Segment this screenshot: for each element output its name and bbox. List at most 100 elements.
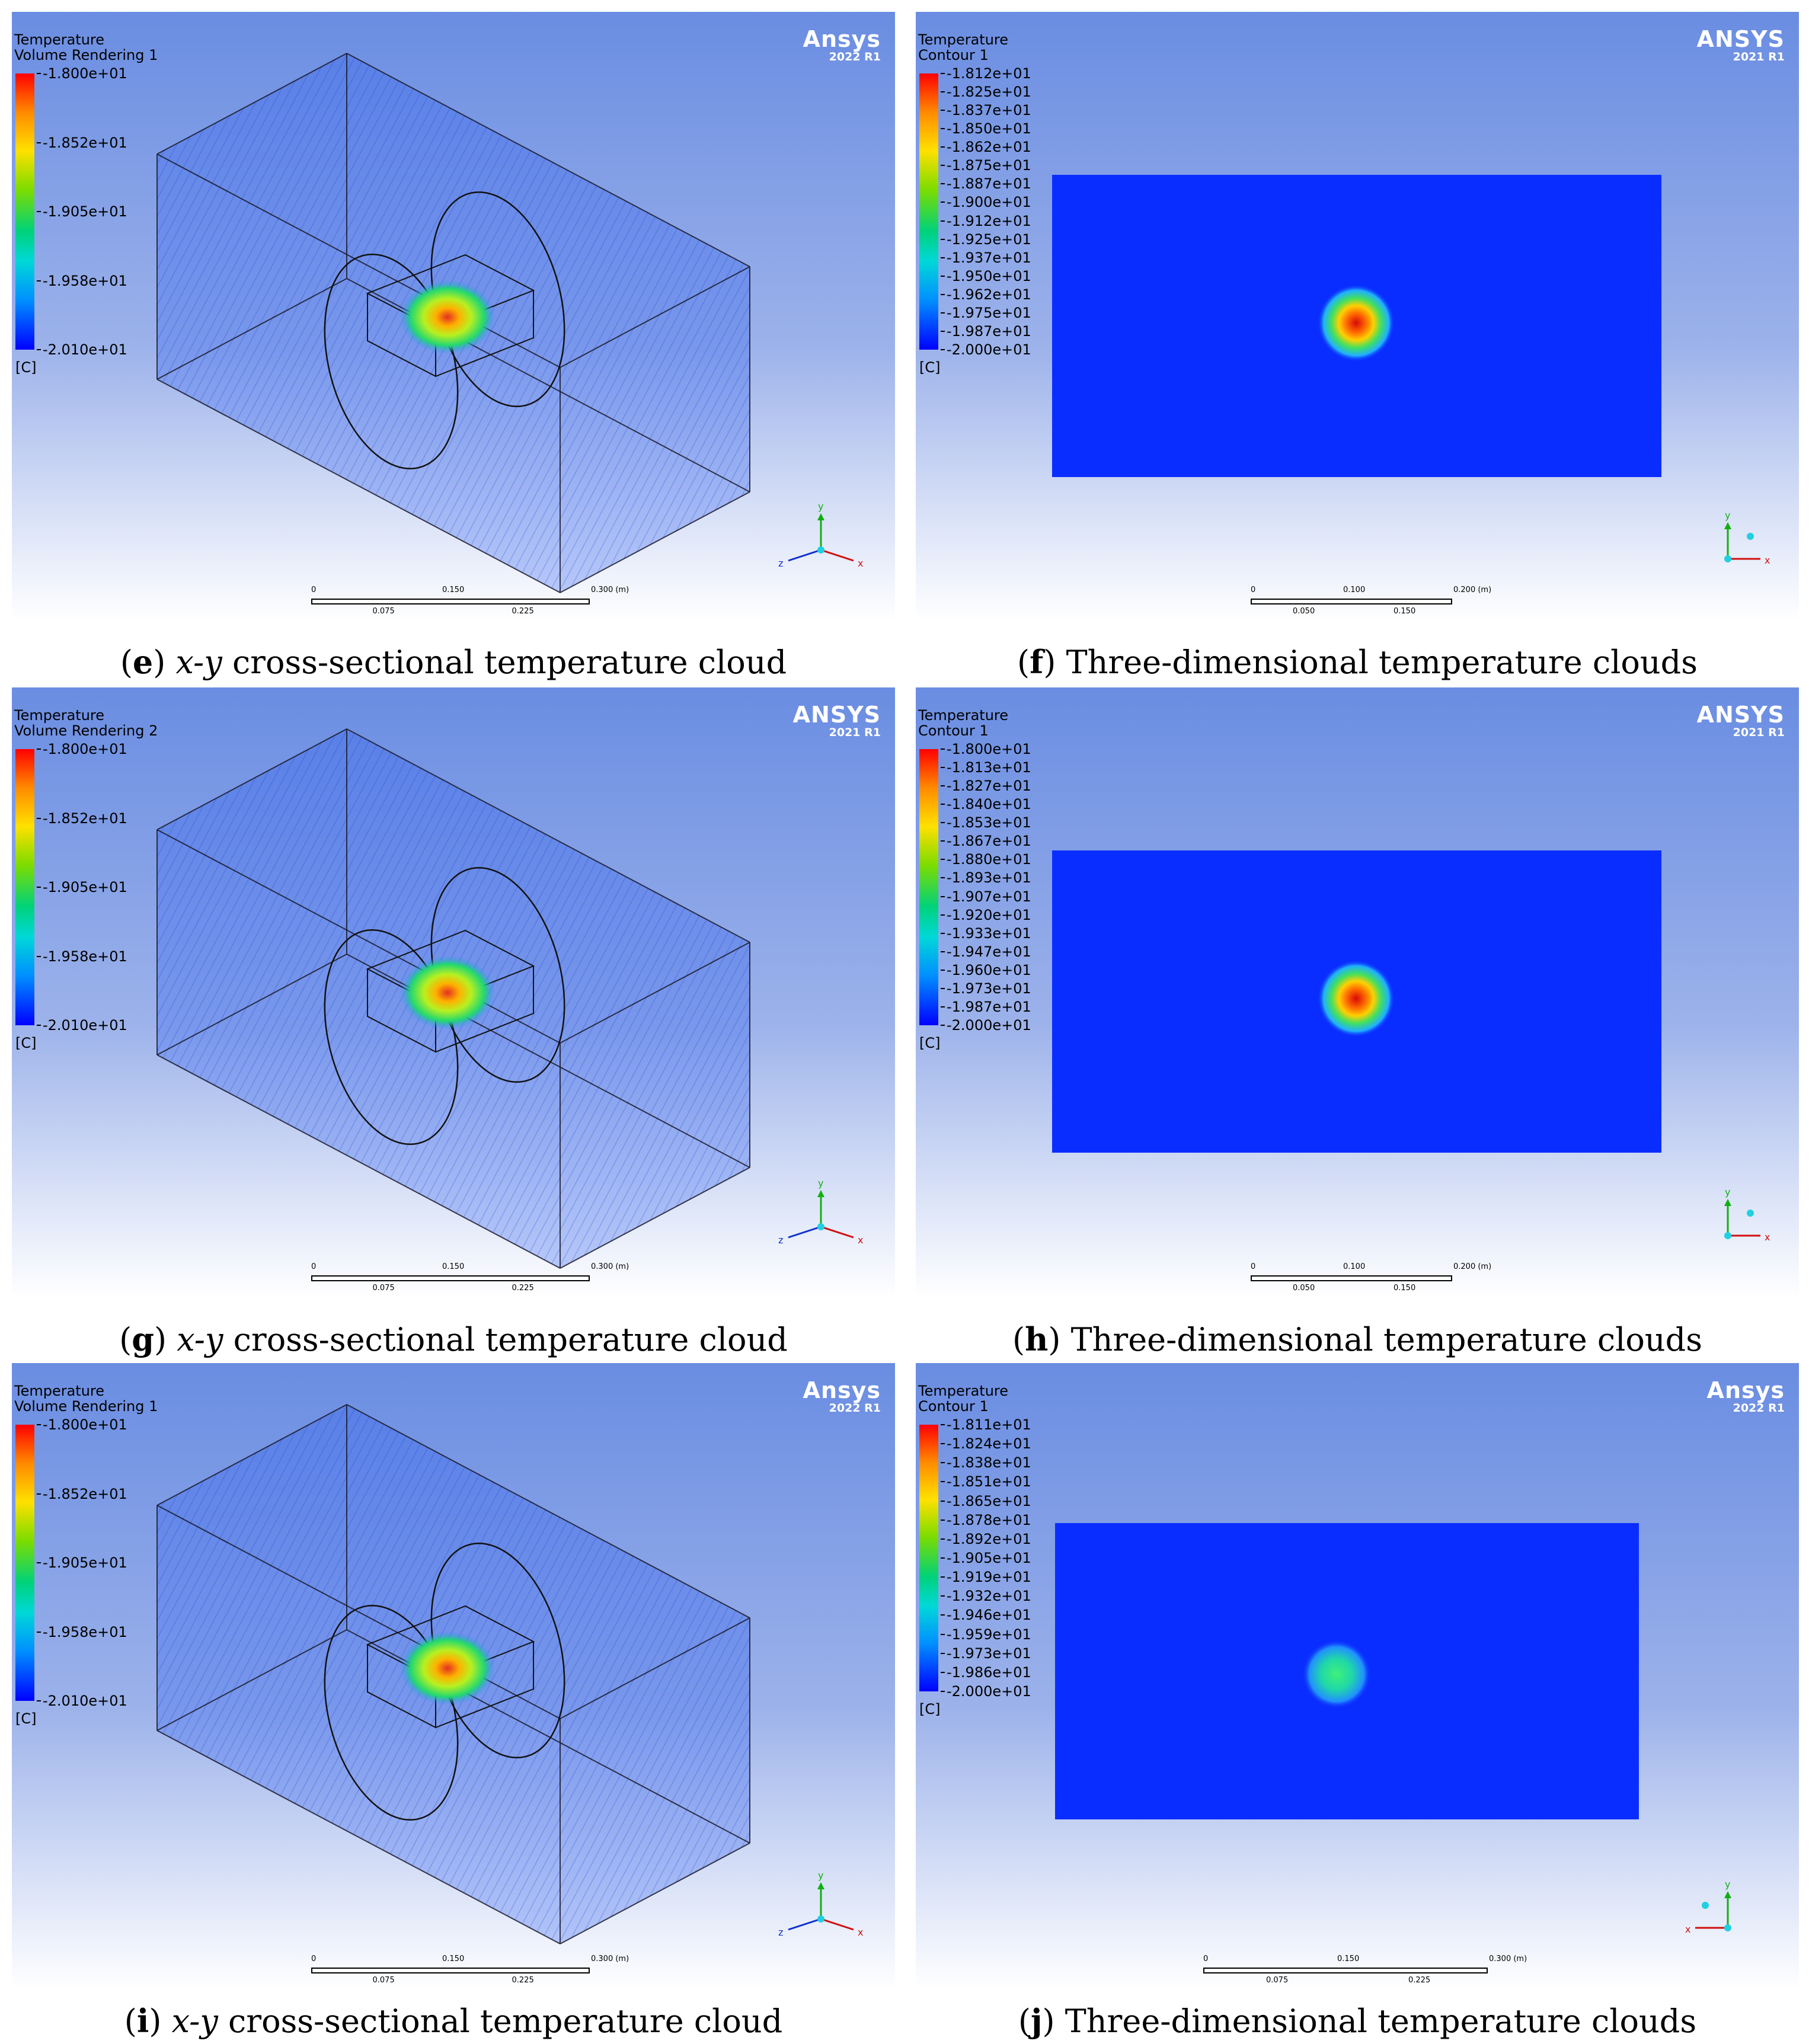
axis-triad-icon: y x z <box>778 1178 863 1246</box>
legend-title: Temperature <box>14 707 105 724</box>
legend-tick: -1.852e+01 <box>37 1485 127 1502</box>
legend-tick: -1.959e+01 <box>941 1626 1031 1643</box>
panel-j: y x Temperature Contour 1 Ansys 2022 R1 -1.811… <box>916 1363 1799 1990</box>
legend-title: Temperature <box>14 31 105 48</box>
legend-tick: -1.827e+01 <box>941 778 1031 795</box>
ansys-logo: ANSYS 2021 R1 <box>793 703 881 738</box>
scale-label-top: 0.150 <box>442 1262 465 1271</box>
scale-label-bottom: 0.050 <box>1293 1284 1315 1293</box>
axis-x-label: x <box>858 1234 863 1246</box>
legend-title: Temperature <box>918 31 1009 48</box>
color-legend-bar <box>15 73 34 350</box>
legend-tick: -1.919e+01 <box>941 1569 1031 1586</box>
brand-name: Ansys <box>1706 1377 1785 1403</box>
scale-label-bottom: 0.225 <box>1408 1976 1431 1985</box>
legend-unit: [C] <box>15 1035 37 1051</box>
render-f: yx <box>1052 175 1770 566</box>
ansys-logo: ANSYS 2021 R1 <box>1697 27 1785 63</box>
legend-tick: -1.840e+01 <box>941 796 1031 813</box>
legend-tick: -1.987e+01 <box>941 998 1031 1015</box>
scale-bar <box>311 599 590 604</box>
scale-label-bottom: 0.075 <box>1266 1976 1289 1985</box>
caption-text: Three-dimensional temperature clouds <box>1065 2003 1697 2040</box>
legend-unit: [C] <box>919 1701 941 1717</box>
caption-text: cross-sectional temperature cloud <box>228 2003 783 2040</box>
caption-axis: x-y <box>175 644 222 681</box>
scale-label-top: 0.150 <box>442 1955 465 1963</box>
legend-subtitle: Volume Rendering 1 <box>14 47 158 63</box>
scale-label-top: 0.100 <box>1343 1262 1366 1271</box>
legend-title: Temperature <box>918 707 1009 724</box>
brand-name: ANSYS <box>1696 26 1785 52</box>
legend-tick: -1.865e+01 <box>941 1492 1031 1509</box>
hotspot <box>1318 960 1395 1037</box>
caption-axis: x-y <box>171 2003 218 2040</box>
caption-letter: g <box>132 1320 154 1358</box>
hotspot <box>400 280 495 354</box>
caption-letter: h <box>1025 1320 1049 1358</box>
legend-tick: -1.852e+01 <box>37 810 127 827</box>
caption-text: Three-dimensional temperature clouds <box>1066 644 1698 681</box>
legend-tick: -1.905e+01 <box>37 879 127 895</box>
legend-subtitle: Contour 1 <box>918 47 989 63</box>
brand-name: ANSYS <box>1696 702 1785 728</box>
scale-label-top: 0.300 (m) <box>591 1262 629 1271</box>
legend-tick: -1.887e+01 <box>941 175 1031 193</box>
legend-unit: [C] <box>919 359 941 376</box>
legend-tick: -1.958e+01 <box>37 1623 127 1640</box>
scale-label-top: 0.200 (m) <box>1453 586 1492 594</box>
scale-label-bottom: 0.050 <box>1293 607 1315 616</box>
axis-y-label: y <box>1725 1879 1730 1890</box>
axis-y-label: y <box>1725 1186 1730 1198</box>
scale-label-bottom: 0.075 <box>372 1976 395 1985</box>
legend-tick: -1.946e+01 <box>941 1607 1031 1624</box>
legend-tick: -1.838e+01 <box>941 1454 1031 1472</box>
panel-f: y x Temperature Contour 1 ANSYS 2021 R1 -1.812… <box>916 12 1799 621</box>
brand-version: 2021 R1 <box>1733 50 1785 63</box>
legend-tick: -2.000e+01 <box>941 1683 1031 1700</box>
legend-tick: -1.853e+01 <box>941 814 1031 831</box>
render-j: yx <box>1055 1523 1731 1935</box>
legend-tick: -1.813e+01 <box>941 759 1031 776</box>
legend-tick: -1.850e+01 <box>941 120 1031 137</box>
legend-tick: -1.920e+01 <box>941 906 1031 923</box>
panel-h: y x Temperature Contour 1 ANSYS 2021 R1 -1.800… <box>916 687 1799 1298</box>
axis-left-label: z <box>778 1234 783 1246</box>
color-legend-bar <box>15 749 34 1025</box>
color-legend-bar <box>15 1425 34 1701</box>
caption-text: cross-sectional temperature cloud <box>233 1321 788 1358</box>
legend-tick: -1.900e+01 <box>941 194 1031 211</box>
scale-bar <box>1203 1968 1488 1973</box>
legend-tick: -1.905e+01 <box>37 1554 127 1571</box>
scale-label-top: 0.300 (m) <box>1489 1955 1527 1963</box>
legend-tick: -1.933e+01 <box>941 925 1031 942</box>
axis-x-label: x <box>858 1927 863 1938</box>
scale-label-top: 0.300 (m) <box>591 1955 629 1963</box>
caption-j: (j) Three-dimensional temperature clouds <box>1018 2002 1697 2040</box>
axis-x-label: x <box>858 558 863 569</box>
brand-version: 2022 R1 <box>829 1402 881 1415</box>
legend-tick: -1.852e+01 <box>37 134 127 151</box>
brand-name: ANSYS <box>792 702 881 728</box>
legend-tick: -1.912e+01 <box>941 212 1031 229</box>
legend-tick: -1.800e+01 <box>941 741 1031 757</box>
scale-label-bottom: 0.075 <box>372 1284 395 1293</box>
scale-label-top: 0 <box>1251 1262 1256 1271</box>
ansys-logo: Ansys 2022 R1 <box>1707 1378 1785 1414</box>
scale-label-top: 0 <box>1251 586 1256 594</box>
render-h: yx <box>1052 850 1770 1243</box>
axis-left-label: x <box>1685 1924 1690 1935</box>
legend-tick: -1.932e+01 <box>941 1588 1031 1605</box>
legend-tick: -1.950e+01 <box>941 267 1031 284</box>
caption-letter: i <box>136 2002 149 2040</box>
legend-tick: -2.010e+01 <box>37 1693 127 1709</box>
legend-tick: -1.907e+01 <box>941 888 1031 905</box>
caption-axis: x-y <box>177 1321 223 1358</box>
brand-name: Ansys <box>803 26 881 52</box>
scale-bar <box>311 1968 590 1973</box>
scale-label-top: 0.150 <box>442 586 465 594</box>
caption-g: (g) x-y cross-sectional temperature clou… <box>119 1320 788 1358</box>
legend-tick: -1.905e+01 <box>941 1550 1031 1566</box>
legend-tick: -2.010e+01 <box>37 1017 127 1034</box>
legend-tick: -1.892e+01 <box>941 1530 1031 1547</box>
